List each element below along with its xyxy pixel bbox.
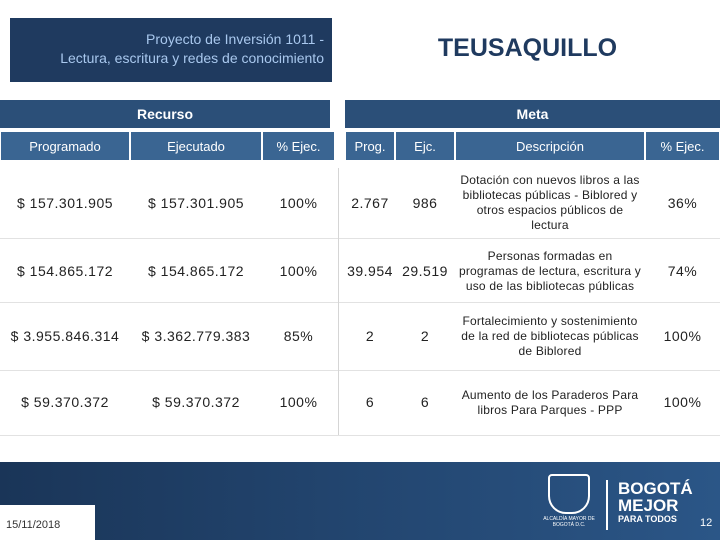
brand-line: PARA TODOS (618, 514, 677, 524)
column-header: % Ejec. (646, 132, 719, 160)
page-number: 12 (700, 517, 713, 529)
brand-line: BOGOTÁ (618, 479, 693, 498)
date-box (0, 505, 95, 540)
table-cell: 6 (420, 394, 430, 410)
table-cell: Aumento de los Paraderos Para libros Par… (461, 387, 639, 417)
column-header: Prog. (346, 132, 394, 160)
row-divider (0, 370, 720, 371)
table-cell: 100% (663, 394, 702, 410)
column-header: % Ejec. (263, 132, 334, 160)
table-cell: 29.519 (402, 262, 448, 279)
section-header: Recurso (0, 100, 330, 128)
row-divider (0, 238, 720, 239)
row-divider (0, 435, 720, 436)
table-cell: 85% (283, 327, 314, 344)
table-cell: $ 3.955.846.314 (10, 327, 120, 344)
section-header: Meta (345, 100, 720, 128)
table-cell: 100% (279, 262, 318, 279)
table-cell: 100% (279, 194, 318, 211)
table-cell: $ 3.362.779.383 (141, 327, 251, 344)
table-cell: 36% (667, 194, 698, 211)
column-header: Descripción (456, 132, 644, 160)
project-box: Proyecto de Inversión 1011 - Lectura, es… (10, 18, 332, 82)
footer-band (0, 462, 720, 540)
table-cell: $ 59.370.372 (152, 394, 240, 410)
table-cell: 2.767 (351, 194, 389, 211)
column-divider (338, 168, 339, 435)
table-cell: 2 (365, 327, 375, 344)
row-divider (0, 302, 720, 303)
table-cell: Fortalecimiento y sostenimiento de la re… (461, 313, 639, 358)
table-cell: Personas formadas en programas de lectur… (458, 248, 641, 293)
location: TEUSAQUILLO (437, 34, 618, 62)
table-cell: Dotación con nuevos libros a las bibliot… (460, 173, 640, 232)
date: 15/11/2018 (6, 519, 61, 531)
table-cell: 74% (667, 262, 698, 279)
table-cell: 6 (365, 394, 375, 410)
column-header: Ejecutado (131, 132, 261, 160)
table-cell: 986 (412, 194, 438, 211)
table-cell: 100% (279, 394, 318, 410)
table-cell: 39.954 (347, 262, 393, 279)
table-cell: $ 157.301.905 (16, 194, 114, 211)
seal-icon (548, 474, 590, 514)
project-line: Lectura, escritura y redes de conocimien… (60, 50, 324, 66)
table-cell: $ 154.865.172 (147, 262, 245, 279)
seal-text: ALCALDÍA MAYOR DE BOGOTÁ D.C. (543, 516, 595, 528)
column-header: Programado (1, 132, 129, 160)
brand-line: MEJOR (618, 496, 679, 515)
table-cell: $ 59.370.372 (21, 394, 109, 410)
table-cell: $ 154.865.172 (16, 262, 114, 279)
divider (606, 480, 608, 530)
table-cell: $ 157.301.905 (147, 194, 245, 211)
table-cell: 100% (663, 327, 702, 344)
project-line: Proyecto de Inversión 1011 - (146, 31, 324, 47)
table-cell: 2 (420, 327, 430, 344)
column-header: Ejc. (396, 132, 454, 160)
brand: BOGOTÁ MEJOR PARA TODOS (618, 480, 693, 525)
